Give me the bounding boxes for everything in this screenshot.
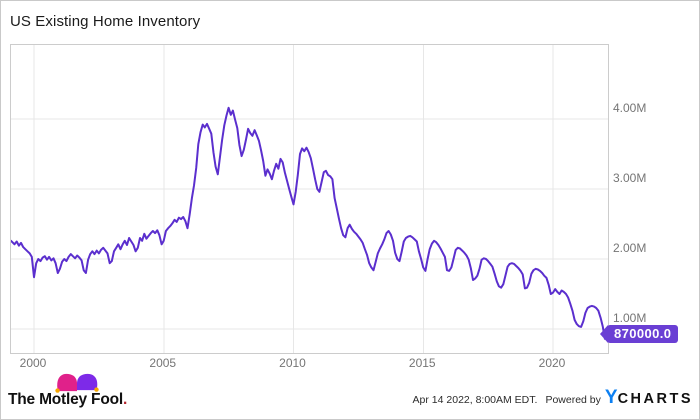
ycharts-y-icon: Y [604, 387, 618, 408]
motley-fool-wordmark: The Motley Fool [8, 391, 123, 408]
motley-fool-period: . [122, 391, 128, 408]
x-axis-tick-label: 2020 [538, 356, 566, 370]
y-axis-tick-label: 2.00M [613, 241, 647, 255]
x-axis-tick-label: 2015 [408, 356, 436, 370]
jester-hat-icon [54, 372, 100, 393]
powered-by-label: Powered by [545, 394, 601, 406]
plot-area [10, 44, 609, 354]
y-axis-tick-label: 4.00M [613, 101, 647, 115]
timestamp: Apr 14 2022, 8:00AM EDT. [412, 394, 538, 406]
last-value-label: 870000.0 [607, 325, 679, 343]
x-axis-tick-label: 2000 [19, 356, 47, 370]
tag-arrow-left-icon [600, 325, 608, 343]
y-axis-tick-label: 1.00M [613, 311, 647, 325]
inventory-line-series [11, 106, 608, 340]
chart-title: US Existing Home Inventory [10, 13, 201, 30]
x-axis-tick-label: 2010 [279, 356, 306, 370]
footer-right: Apr 14 2022, 8:00AM EDT. Powered by YCHA… [413, 387, 693, 409]
line-chart-svg [11, 45, 608, 353]
ycharts-wordmark: CHARTS [617, 391, 693, 407]
motley-fool-logo[interactable]: The Motley Fool. [8, 373, 128, 409]
y-axis-tick-label: 3.00M [613, 171, 647, 185]
last-value-tag: 870000.0 [600, 325, 679, 343]
x-axis-tick-label: 2005 [149, 356, 177, 370]
ycharts-logo[interactable]: YCHARTS [605, 387, 693, 409]
